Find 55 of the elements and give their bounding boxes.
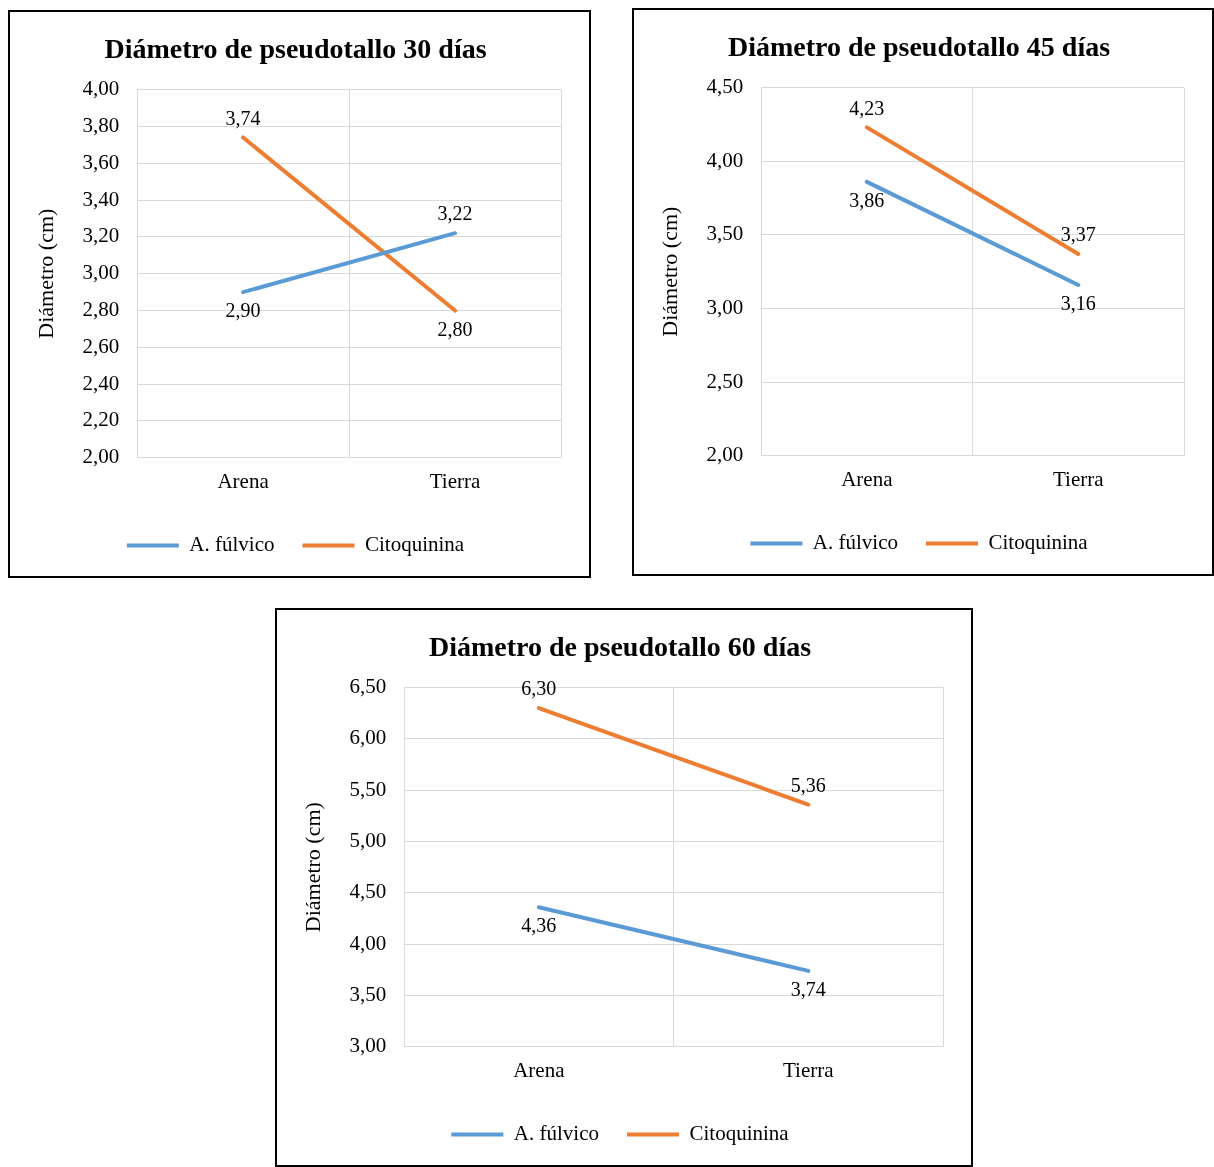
y-tick-label: 2,20 <box>82 407 120 432</box>
legend-label: Citoquinina <box>689 1121 790 1146</box>
y-tick-label: 2,00 <box>706 442 744 467</box>
data-label: 4,36 <box>521 914 557 937</box>
chart-title: Diámetro de pseudotallo 60 días <box>428 631 812 663</box>
data-label: 3,16 <box>1060 292 1096 315</box>
x-tick-label: Arena <box>841 466 894 491</box>
data-label: 3,74 <box>225 106 261 129</box>
data-label: 2,80 <box>437 317 473 340</box>
y-tick-label: 4,50 <box>706 74 744 99</box>
data-label: 3,74 <box>790 978 826 1001</box>
y-tick-label: 5,00 <box>349 828 387 853</box>
y-tick-label: 3,00 <box>349 1033 387 1058</box>
x-tick-label: Tierra <box>1053 466 1105 491</box>
legend-label: A. fúlvico <box>513 1121 599 1146</box>
y-tick-label: 5,50 <box>349 776 387 801</box>
y-tick-label: 6,00 <box>349 725 387 750</box>
y-axis-title: Diámetro (cm) <box>299 802 325 933</box>
y-tick-label: 4,00 <box>349 930 387 955</box>
y-tick-label: 2,00 <box>82 444 120 469</box>
y-tick-label: 4,00 <box>82 76 120 101</box>
y-tick-label: 3,50 <box>706 221 744 246</box>
x-tick-label: Arena <box>217 468 270 493</box>
legend-label: A. fúlvico <box>189 532 275 557</box>
y-tick-label: 2,60 <box>82 333 120 358</box>
data-label: 3,86 <box>849 189 885 212</box>
y-tick-label: 3,50 <box>349 982 387 1006</box>
y-tick-label: 6,50 <box>349 674 387 699</box>
legend-label: A. fúlvico <box>812 530 898 555</box>
y-tick-label: 3,60 <box>82 149 120 174</box>
data-label: 4,23 <box>849 96 885 119</box>
chart-title: Diámetro de pseudotallo 30 días <box>104 33 487 65</box>
y-axis-title: Diámetro (cm) <box>32 208 58 339</box>
y-tick-label: 3,00 <box>82 260 120 285</box>
y-tick-label: 2,40 <box>82 370 120 395</box>
data-label: 3,37 <box>1060 223 1096 246</box>
y-tick-label: 3,00 <box>706 295 744 320</box>
x-tick-label: Tierra <box>783 1057 835 1082</box>
x-tick-label: Arena <box>513 1057 566 1082</box>
y-tick-label: 2,50 <box>706 368 744 393</box>
data-label: 5,36 <box>790 773 826 796</box>
data-label: 6,30 <box>521 677 557 700</box>
data-label: 2,90 <box>225 299 261 322</box>
data-label: 3,22 <box>437 202 473 225</box>
legend-label: Citoquinina <box>364 532 465 557</box>
x-tick-label: Tierra <box>429 468 481 493</box>
y-axis-title: Diámetro (cm) <box>656 206 682 337</box>
legend-label: Citoquinina <box>988 530 1089 555</box>
y-tick-label: 3,80 <box>82 112 120 137</box>
y-tick-label: 4,00 <box>706 147 744 172</box>
chart-title: Diámetro de pseudotallo 45 días <box>727 31 1111 63</box>
y-tick-label: 4,50 <box>349 879 387 904</box>
y-tick-label: 3,20 <box>82 223 120 248</box>
y-tick-label: 3,40 <box>82 186 120 211</box>
y-tick-label: 2,80 <box>82 297 120 322</box>
